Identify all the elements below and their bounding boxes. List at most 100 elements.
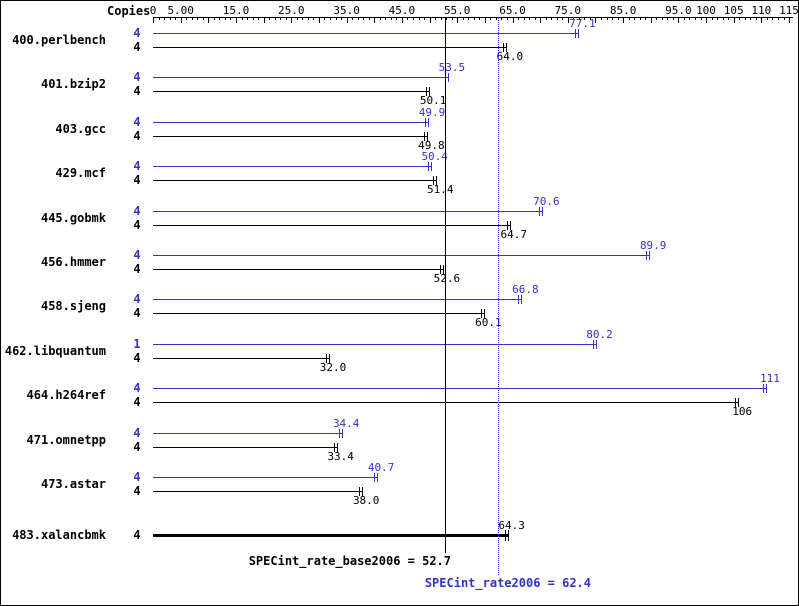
value-label: 51.4	[427, 183, 454, 197]
value-label: 49.9	[418, 105, 446, 119]
copies-label: 4	[133, 84, 141, 99]
value-label: 40.7	[367, 461, 395, 474]
bar-end-cap	[362, 487, 364, 496]
x-axis-tick	[700, 18, 702, 20]
x-axis-tick	[368, 18, 370, 20]
value-label: 77.1	[569, 17, 596, 30]
bar-peak	[153, 77, 449, 79]
x-axis-tick	[230, 18, 232, 20]
x-axis-tick	[545, 18, 547, 20]
bar-end-tick	[506, 220, 508, 230]
x-axis-tick	[269, 18, 271, 20]
x-axis-tick	[567, 18, 569, 23]
bar-end-cap	[428, 117, 429, 127]
x-axis-tick	[711, 18, 713, 20]
x-axis-tick	[429, 18, 431, 23]
x-axis-tick	[584, 18, 586, 20]
bar-end-cap	[427, 131, 429, 141]
benchmark-name: 403.gcc	[55, 121, 106, 136]
bar-end-tick	[427, 162, 429, 172]
copies-label: 4	[133, 470, 141, 484]
x-axis-tick	[175, 18, 177, 20]
x-axis-tick	[335, 18, 337, 20]
x-axis-tick	[777, 18, 779, 20]
copies-label: 4	[133, 484, 141, 498]
x-axis-tick	[407, 18, 409, 20]
x-axis-tick	[783, 18, 785, 20]
x-axis-tick	[755, 18, 757, 20]
bar-end-tick	[481, 309, 483, 319]
x-axis-tick	[717, 18, 719, 20]
x-axis-tick	[529, 18, 531, 20]
bar-end-tick	[426, 87, 428, 97]
bar-end-tick	[646, 251, 648, 260]
bar-base	[153, 180, 438, 182]
value-label: 106	[732, 405, 753, 419]
x-axis-tick	[473, 18, 475, 20]
x-axis-tick	[628, 18, 630, 20]
bar-peak	[153, 299, 523, 301]
x-axis-tick	[191, 18, 193, 20]
copies-label: 4	[133, 395, 141, 410]
x-axis-tick	[595, 18, 597, 23]
x-axis-tick	[390, 18, 392, 20]
x-axis-tick	[501, 18, 503, 20]
value-label: 34.4	[332, 416, 360, 430]
x-axis-tick	[578, 18, 580, 20]
bar-end-cap	[509, 220, 511, 230]
benchmark-name: 401.bzip2	[40, 77, 106, 92]
benchmark-name: 471.omnetpp	[26, 432, 106, 447]
x-axis-tick-label: 100	[696, 4, 716, 17]
copies-label: 4	[133, 217, 141, 232]
value-label: 32.0	[319, 360, 347, 374]
value-label: 53.5	[438, 61, 466, 75]
x-axis-tick-label: 35.0	[333, 4, 360, 17]
copies-label: 4	[133, 292, 141, 307]
bar-base	[153, 491, 364, 492]
reference-line-peak	[498, 17, 500, 575]
x-axis-tick	[739, 18, 741, 20]
value-label: 49.8	[418, 138, 445, 152]
x-axis-tick	[169, 18, 171, 20]
x-axis-tick	[158, 18, 160, 20]
x-axis-tick	[457, 18, 459, 23]
x-axis-tick	[180, 18, 182, 23]
x-axis-tick-label: 105	[723, 4, 744, 17]
bar-end-cap	[507, 530, 509, 542]
x-axis-tick	[556, 18, 558, 20]
x-axis-tick	[661, 18, 663, 20]
bar-end-cap	[329, 353, 330, 363]
bar-peak	[153, 255, 651, 256]
base-mean-label: SPECint_rate_base2006 = 52.7	[248, 554, 451, 568]
value-label: 70.6	[533, 194, 560, 208]
benchmark-name: 456.hmmer	[40, 255, 106, 269]
bar-peak	[153, 210, 544, 212]
copies-label: 4	[133, 203, 141, 218]
bar-end-cap	[578, 29, 580, 38]
x-axis-tick	[672, 18, 674, 20]
bar-end-cap	[542, 206, 544, 216]
x-axis-tick	[589, 18, 591, 20]
x-axis-tick	[446, 18, 448, 20]
bar-end-cap	[765, 384, 767, 394]
x-axis-tick	[213, 18, 215, 20]
bar-end-tick	[326, 353, 327, 363]
bar-base	[153, 313, 486, 315]
value-label: 64.7	[500, 227, 528, 241]
x-axis-tick-label: 0	[149, 4, 157, 17]
x-axis-tick	[352, 18, 354, 20]
x-axis-tick	[164, 18, 166, 20]
x-axis-tick	[224, 18, 226, 20]
peak-mean-label: SPECint_rate2006 = 62.4	[424, 576, 591, 590]
bar-end-tick	[504, 530, 506, 542]
x-axis-tick	[512, 18, 514, 23]
bar-base	[153, 269, 444, 270]
x-axis-tick	[766, 18, 768, 20]
x-axis-tick-label: 5.00	[167, 4, 194, 17]
value-label: 50.4	[421, 150, 448, 164]
bar-end-tick	[439, 265, 441, 274]
copies-label: 1	[133, 336, 141, 351]
x-axis-tick	[667, 18, 669, 20]
x-axis-tick	[650, 18, 652, 23]
